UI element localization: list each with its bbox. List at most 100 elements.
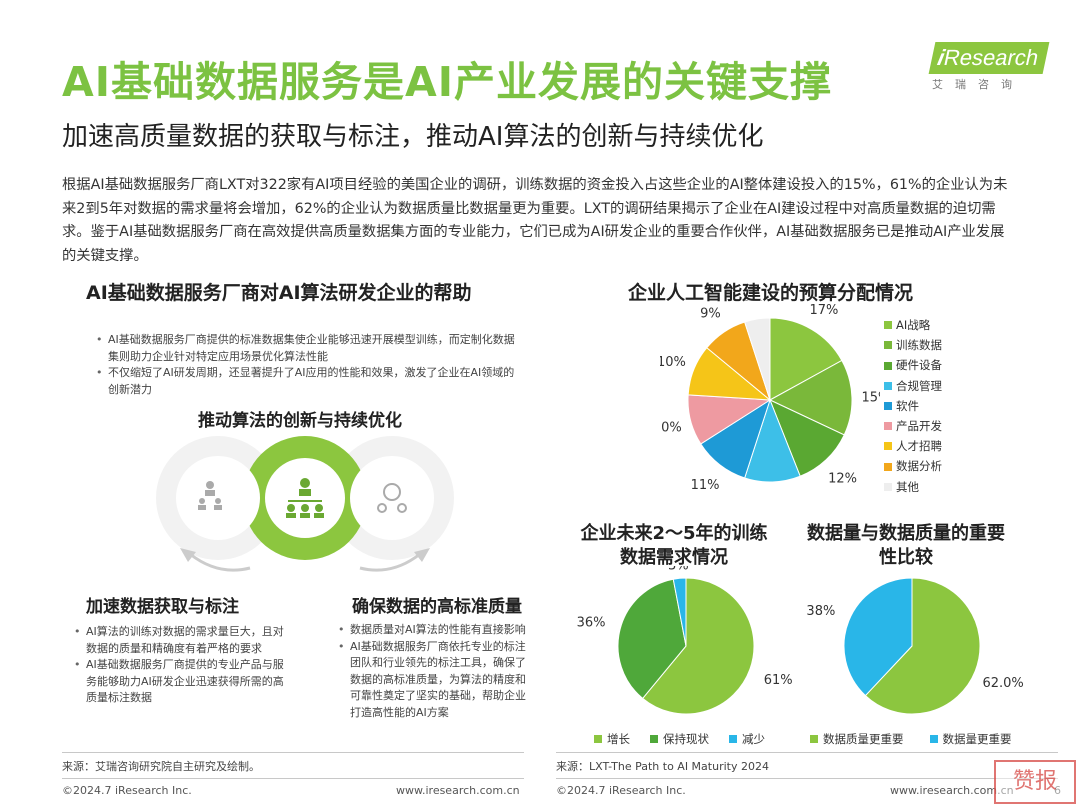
- legend-label: 训练数据: [896, 338, 942, 353]
- legend-swatch: [650, 735, 658, 743]
- legend-item: 软件: [884, 396, 942, 416]
- demand-legend: 增长 保持现状 减少: [594, 731, 765, 747]
- pie-label-1: 36%: [577, 616, 606, 631]
- cycle-arrow-left: [189, 552, 251, 572]
- legend-swatch: [594, 735, 602, 743]
- right-footer-url[interactable]: www.iresearch.com.cn: [890, 784, 1014, 797]
- legend-label: 硬件设备: [896, 358, 942, 373]
- logo-wordmark: iResearch: [928, 42, 1050, 74]
- accel-heading: 加速数据获取与标注: [86, 597, 239, 617]
- legend-swatch: [884, 482, 892, 491]
- intro-paragraph: 根据AI基础数据服务厂商LXT对322家有AI项目经验的美国企业的调研，训练数据…: [62, 177, 1008, 264]
- legend-swatch: [884, 341, 892, 350]
- quality-legend: 数据质量更重要 数据量更重要: [810, 731, 1012, 747]
- legend-item: 其他: [884, 477, 942, 497]
- page-number: 6: [1054, 784, 1061, 797]
- logo-text: Research: [941, 45, 1042, 70]
- legend-swatch: [884, 422, 892, 431]
- bullet-item: AI基础数据服务厂商提供的专业产品与服务能够助力AI研发企业迅速获得所需的高质量…: [74, 657, 286, 707]
- legend-label: 人才招聘: [896, 439, 942, 454]
- pie-label-0: 62.0%: [982, 676, 1023, 691]
- watermark-stamp: 赞报: [994, 760, 1076, 804]
- legend-swatch: [884, 442, 892, 451]
- pie-slice-1: [768, 359, 853, 436]
- bullet-item: 数据质量对AI算法的性能有直接影响: [338, 622, 526, 639]
- legend-swatch: [884, 401, 892, 410]
- left-section-heading: AI基础数据服务厂商对AI算法研发企业的帮助: [86, 282, 472, 304]
- legend-item: 硬件设备: [884, 355, 942, 375]
- legend-swatch: [884, 381, 892, 390]
- legend-swatch: [884, 361, 892, 370]
- pie-label-6: 10%: [660, 355, 686, 370]
- quality-pie-chart: 62.0% 38%: [806, 577, 1024, 715]
- logo-subtext: 艾瑞咨询: [932, 78, 1024, 91]
- pie-label-0: 17%: [810, 303, 839, 318]
- left-divider: [62, 752, 524, 753]
- pie-slice-0: [769, 317, 843, 401]
- bullet-item: 不仅缩短了AI研发周期，还显著提升了AI应用的性能和效果，激发了企业在AI领域的…: [96, 365, 516, 398]
- pie-label-8: 5%: [743, 300, 764, 304]
- right-source: 来源：LXT-The Path to AI Maturity 2024: [556, 760, 769, 773]
- pie-slice-0: [641, 577, 755, 715]
- quality-heading: 确保数据的高标准质量: [352, 597, 522, 617]
- legend-label: AI战略: [896, 318, 931, 332]
- legend-label: 数据量更重要: [942, 732, 1012, 746]
- left-footer-url[interactable]: www.iresearch.com.cn: [396, 784, 520, 797]
- pie-slice-1: [843, 577, 913, 697]
- top-bullets: AI基础数据服务厂商提供的标准数据集使企业能够迅速开展模型训练，而定制化数据集则…: [96, 332, 516, 398]
- legend-label: 软件: [896, 398, 919, 413]
- legend-item: 数据量更重要: [929, 731, 1012, 747]
- legend-swatch: [929, 735, 938, 743]
- left-source: 来源：艾瑞咨询研究院自主研究及绘制。: [62, 760, 260, 773]
- legend-swatch: [729, 735, 737, 743]
- pie-slice-2: [769, 399, 845, 477]
- budget-pie-chart: 17%15%12%11%11%10%10%9%5%: [660, 300, 880, 500]
- legend-item: 保持现状: [650, 731, 709, 747]
- pie-label-7: 9%: [700, 306, 721, 321]
- cycle-diagram: [156, 436, 454, 572]
- legend-label: 数据分析: [896, 459, 942, 474]
- page-subtitle: 加速高质量数据的获取与标注，推动AI算法的创新与持续优化: [62, 122, 764, 152]
- legend-item: 训练数据: [884, 335, 942, 355]
- pie-label-5: 10%: [660, 420, 682, 435]
- right-divider-footer: [556, 778, 1058, 779]
- legend-item: 增长: [594, 731, 630, 747]
- quality-icon: [377, 483, 407, 513]
- bullet-item: AI基础数据服务厂商提供的标准数据集使企业能够迅速开展模型训练，而定制化数据集则…: [96, 332, 516, 365]
- legend-swatch: [884, 321, 892, 330]
- legend-swatch: [884, 462, 892, 471]
- diagram-title: 推动算法的创新与持续优化: [198, 411, 402, 431]
- legend-item: 数据质量更重要: [810, 731, 904, 747]
- legend-label: 减少: [742, 732, 765, 746]
- pie-slice-2: [672, 577, 687, 647]
- bullet-item: AI算法的训练对数据的需求量巨大，且对数据的质量和精确度有着严格的要求: [74, 624, 286, 657]
- pie-label-1: 38%: [806, 604, 835, 619]
- pie-slice-1: [617, 578, 687, 700]
- budget-chart-title: 企业人工智能建设的预算分配情况: [628, 282, 914, 304]
- left-divider-footer: [62, 778, 524, 779]
- pie-label-4: 11%: [691, 478, 720, 493]
- iresearch-logo: iResearch 艾瑞咨询: [924, 42, 1054, 98]
- pie-slice-0: [864, 577, 981, 715]
- left-footer-copyright: ©2024.7 iResearch Inc.: [62, 784, 192, 797]
- page-title: AI基础数据服务是AI产业发展的关键支撑: [62, 58, 832, 106]
- demand-chart-title: 企业未来2～5年的训练数据需求情况: [580, 523, 768, 568]
- legend-item: AI战略: [884, 315, 942, 335]
- pie-label-2: 12%: [828, 471, 857, 486]
- pie-slice-8: [744, 317, 771, 401]
- legend-label: 增长: [607, 732, 630, 746]
- right-footer-copyright: ©2024.7 iResearch Inc.: [556, 784, 686, 797]
- pie-label-2: 3%: [668, 566, 689, 573]
- legend-swatch: [810, 735, 818, 743]
- accel-bullets: AI算法的训练对数据的需求量巨大，且对数据的质量和精确度有着严格的要求 AI基础…: [74, 624, 286, 707]
- legend-item: 合规管理: [884, 376, 942, 396]
- demand-pie-chart: 61% 36% 3%: [577, 566, 792, 715]
- pie-label-0: 61%: [764, 673, 792, 688]
- legend-label: 数据质量更重要: [823, 732, 904, 746]
- legend-item: 人才招聘: [884, 436, 942, 456]
- right-divider: [556, 752, 1058, 753]
- pie-label-1: 15%: [861, 391, 880, 406]
- legend-label: 保持现状: [663, 732, 709, 746]
- legend-item: 减少: [729, 731, 765, 747]
- legend-item: 产品开发: [884, 416, 942, 436]
